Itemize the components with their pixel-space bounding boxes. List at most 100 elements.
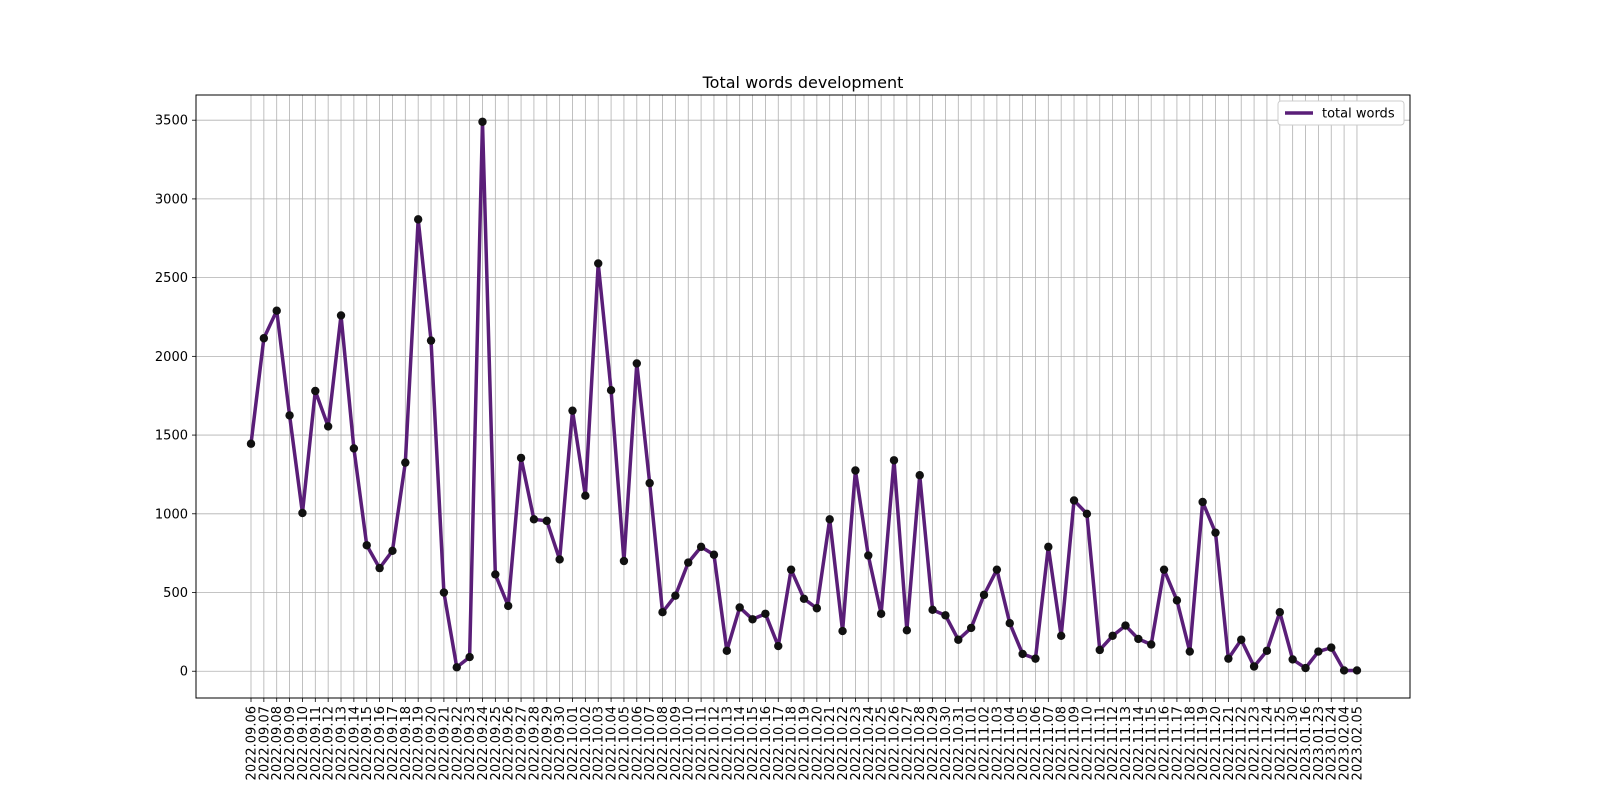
x-tick-label: 2023.01.24: [1325, 706, 1340, 780]
x-tick-label: 2022.11.05: [1016, 706, 1031, 780]
x-tick-label: 2022.10.20: [810, 706, 825, 780]
data-point: [246, 439, 256, 448]
data-point: [478, 117, 487, 126]
x-tick-label: 2022.10.04: [605, 706, 620, 780]
x-tick-label: 2022.09.09: [283, 706, 298, 780]
x-tick-label: 2022.10.24: [862, 706, 877, 780]
x-tick-label: 2022.09.24: [476, 706, 491, 780]
data-point: [1056, 631, 1066, 641]
chart-title: Total words development: [702, 73, 904, 92]
x-tick-label: 2022.09.27: [515, 706, 530, 780]
data-point: [684, 558, 693, 567]
data-point: [568, 406, 577, 415]
data-point: [709, 550, 719, 559]
data-point: [1275, 607, 1285, 617]
data-point: [1249, 662, 1259, 671]
data-point: [954, 635, 963, 644]
data-point: [606, 386, 616, 395]
data-point: [581, 491, 590, 500]
data-point: [1198, 497, 1207, 507]
x-tick-label: 2022.11.15: [1145, 706, 1160, 780]
x-tick-label: 2022.10.16: [759, 706, 774, 780]
x-tick-label: 2022.09.15: [360, 706, 375, 780]
x-tick-label: 2022.11.18: [1183, 706, 1198, 780]
data-point: [786, 565, 796, 574]
data-point: [966, 623, 976, 633]
y-tick-label: 3000: [155, 192, 188, 207]
y-tick-label: 1500: [155, 429, 188, 444]
x-tick-label: 2022.10.02: [579, 706, 594, 780]
x-tick-label: 2022.09.08: [270, 706, 285, 780]
x-tick-label: 2022.11.16: [1158, 706, 1173, 780]
data-point: [735, 603, 744, 612]
data-point: [504, 601, 513, 611]
data-point: [1147, 640, 1156, 649]
x-tick-label: 2022.10.22: [836, 706, 851, 780]
x-tick-label: 2022.10.13: [720, 706, 735, 780]
data-point: [323, 422, 333, 431]
x-tick-label: 2022.09.30: [553, 706, 568, 780]
data-point: [1237, 635, 1246, 644]
data-point: [1301, 663, 1310, 673]
data-point: [452, 663, 461, 672]
data-point: [285, 411, 294, 420]
data-point: [902, 626, 912, 635]
x-tick-label: 2022.11.14: [1132, 706, 1147, 780]
data-point: [1095, 645, 1104, 655]
x-tick-label: 2022.11.21: [1222, 706, 1237, 780]
data-point: [1288, 655, 1297, 664]
x-tick-label: 2022.10.25: [875, 706, 890, 780]
x-tick-label: 2022.11.22: [1235, 706, 1250, 780]
x-tick-label: 2022.09.21: [437, 706, 452, 780]
data-point: [1082, 509, 1092, 518]
data-point: [992, 565, 1002, 574]
x-tick-label: 2022.09.22: [450, 706, 465, 780]
x-tick-label: 2022.10.12: [707, 706, 722, 780]
y-tick-label: 0: [180, 665, 188, 680]
data-point: [529, 515, 539, 524]
data-point: [812, 604, 822, 613]
data-point: [889, 456, 899, 465]
x-tick-label: 2022.11.01: [965, 706, 980, 780]
x-tick-label: 2022.10.29: [926, 706, 941, 780]
x-tick-label: 2022.11.09: [1068, 706, 1083, 780]
data-point: [555, 555, 564, 564]
x-tick-label: 2022.10.18: [785, 706, 800, 780]
x-tick-label: 2022.10.26: [888, 706, 903, 780]
data-point: [1339, 666, 1349, 675]
x-tick-label: 2022.09.26: [502, 706, 517, 780]
data-point: [298, 508, 307, 518]
data-point: [362, 541, 371, 550]
x-tick-label: 2022.10.19: [797, 706, 812, 780]
data-point: [851, 466, 860, 475]
x-tick-label: 2022.09.07: [257, 706, 272, 780]
data-point: [491, 570, 500, 579]
data-point: [761, 609, 770, 618]
data-point: [311, 386, 320, 396]
data-point: [259, 334, 269, 343]
x-axis: 2022.09.062022.09.072022.09.082022.09.09…: [245, 698, 1365, 780]
x-tick-label: 2022.11.04: [1003, 706, 1018, 780]
plot-frame: [195, 94, 1411, 699]
x-tick-label: 2022.10.03: [592, 706, 607, 780]
data-point: [671, 591, 680, 600]
x-tick-label: 2022.09.19: [412, 706, 427, 780]
data-point: [388, 546, 397, 555]
data-point: [619, 556, 629, 566]
legend: total words: [1277, 100, 1405, 126]
data-point: [1185, 647, 1194, 656]
x-tick-label: 2022.09.06: [245, 706, 260, 780]
data-point: [1211, 528, 1220, 537]
x-tick-label: 2022.11.03: [990, 706, 1005, 780]
data-point: [864, 551, 873, 560]
legend-box: [1277, 100, 1405, 126]
data-point: [1121, 621, 1130, 630]
x-tick-label: 2022.10.01: [566, 706, 581, 780]
y-tick-label: 2500: [155, 271, 188, 286]
data-point: [1018, 649, 1027, 659]
x-tick-label: 2022.10.10: [682, 706, 697, 780]
x-tick-label: 2022.10.30: [939, 706, 954, 780]
x-tick-label: 2023.02.05: [1350, 706, 1365, 780]
y-axis: 0 500 1000 1500 2000 2500 3000 3500: [155, 114, 196, 680]
data-point: [401, 458, 410, 467]
